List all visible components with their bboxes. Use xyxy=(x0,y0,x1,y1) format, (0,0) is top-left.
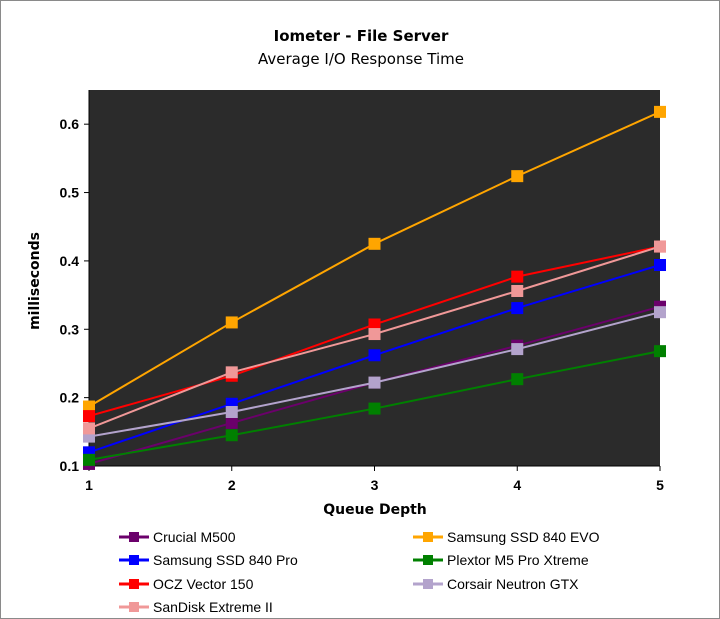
x-axis-label: Queue Depth xyxy=(323,502,427,518)
legend-swatch-marker xyxy=(423,532,433,542)
legend-label: Samsung SSD 840 EVO xyxy=(447,529,600,545)
legend-entry: SanDisk Extreme II xyxy=(119,599,273,615)
data-point xyxy=(83,422,95,435)
legend-entry: Samsung SSD 840 Pro xyxy=(119,552,298,568)
data-point xyxy=(511,270,524,283)
series-6 xyxy=(83,240,666,435)
series-1 xyxy=(83,105,666,413)
y-tick-label: 0.4 xyxy=(60,253,80,269)
series-5 xyxy=(83,306,666,443)
data-point xyxy=(368,318,381,331)
legend-entry: Corsair Neutron GTX xyxy=(413,576,579,592)
y-tick-label: 0.2 xyxy=(60,390,80,406)
chart-title: Iometer - File Server xyxy=(274,27,449,45)
data-point xyxy=(368,237,381,250)
legend-label: OCZ Vector 150 xyxy=(153,576,254,592)
x-tick-label: 1 xyxy=(85,477,93,493)
data-point xyxy=(225,405,238,418)
data-point xyxy=(83,410,95,423)
x-tick-label: 4 xyxy=(513,477,521,493)
axes: 0.1 0.2 0.3 0.4 0.5 0.6 1 2 3 4 5 xyxy=(60,90,664,493)
legend-swatch-marker xyxy=(129,602,139,612)
data-point xyxy=(511,343,524,356)
legend-entry: Crucial M500 xyxy=(119,529,236,545)
data-point xyxy=(654,240,666,253)
data-point xyxy=(511,373,524,386)
data-point xyxy=(368,376,381,389)
legend-entry: Samsung SSD 840 EVO xyxy=(413,529,600,545)
data-point xyxy=(368,402,381,415)
y-tick-label: 0.1 xyxy=(60,458,80,474)
legend-label: SanDisk Extreme II xyxy=(153,599,273,615)
data-point xyxy=(511,302,524,315)
legend-swatch-marker xyxy=(423,579,433,589)
data-point xyxy=(368,349,381,362)
chart-subtitle: Average I/O Response Time xyxy=(258,50,464,68)
legend-entry: Plextor M5 Pro Xtreme xyxy=(413,552,589,568)
legend-swatch-marker xyxy=(129,532,139,542)
y-tick-label: 0.3 xyxy=(60,321,80,337)
legend-label: Plextor M5 Pro Xtreme xyxy=(447,552,589,568)
data-point xyxy=(511,284,524,297)
legend-swatch-marker xyxy=(423,555,433,565)
data-point xyxy=(225,366,238,379)
legend-label: Crucial M500 xyxy=(153,529,236,545)
data-point xyxy=(654,105,666,118)
legend-label: Corsair Neutron GTX xyxy=(447,576,579,592)
data-point xyxy=(225,416,238,429)
data-point xyxy=(654,306,666,319)
y-axis-label: milliseconds xyxy=(27,232,43,330)
legend-swatch-marker xyxy=(129,555,139,565)
data-point xyxy=(225,429,238,442)
y-tick-label: 0.6 xyxy=(60,116,80,132)
data-point xyxy=(654,259,666,272)
data-point xyxy=(225,316,238,329)
series-layer xyxy=(83,105,666,470)
x-tick-label: 2 xyxy=(228,477,236,493)
x-tick-label: 5 xyxy=(656,477,664,493)
y-tick-label: 0.5 xyxy=(60,185,80,201)
legend-label: Samsung SSD 840 Pro xyxy=(153,552,298,568)
x-tick-label: 3 xyxy=(371,477,379,493)
legend-swatch-marker xyxy=(129,579,139,589)
data-point xyxy=(654,345,666,358)
legend-entry: OCZ Vector 150 xyxy=(119,576,254,592)
series-3 xyxy=(83,345,666,466)
data-point xyxy=(368,328,381,341)
data-point xyxy=(83,453,95,466)
data-point xyxy=(511,170,524,183)
data-point xyxy=(83,400,95,413)
legend: Crucial M500 Samsung SSD 840 EVO Samsung S… xyxy=(119,529,600,615)
